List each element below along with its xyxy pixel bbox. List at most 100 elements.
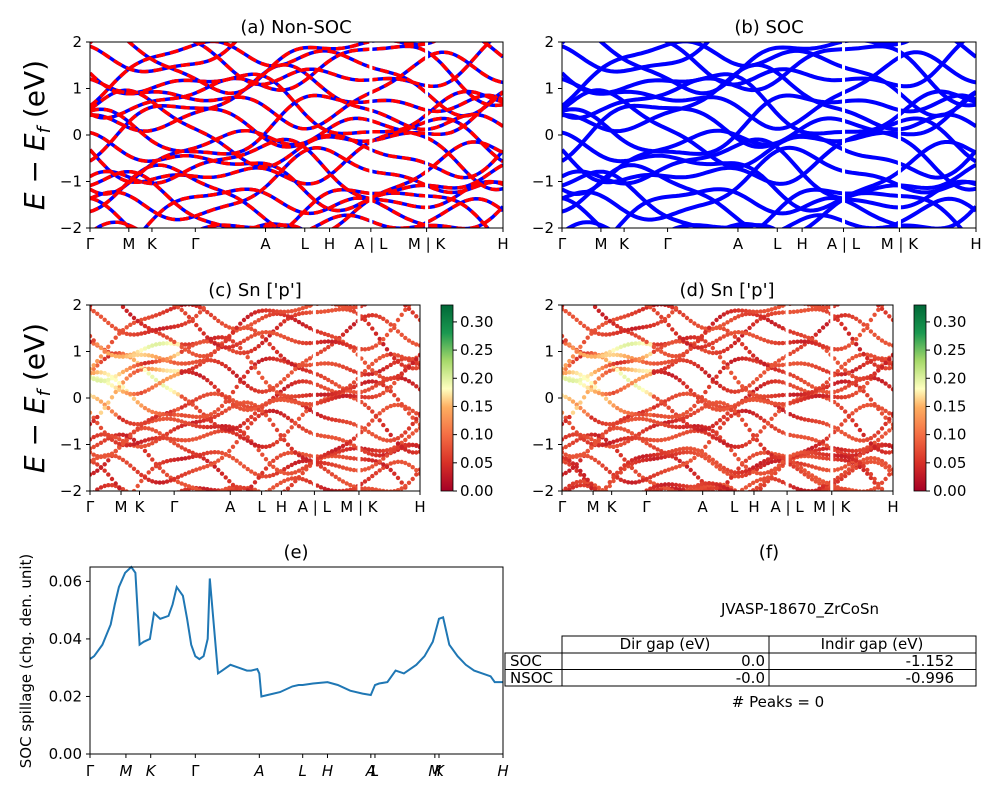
panel-c-point — [377, 453, 382, 458]
panel-c-point — [128, 353, 133, 359]
panel-c-point — [308, 287, 312, 291]
panel-c-point — [399, 480, 404, 485]
panel-d-point — [706, 342, 712, 347]
panel-d-point — [666, 405, 671, 410]
panel-c-point — [95, 284, 99, 288]
panel-c-point — [366, 364, 371, 369]
panel-c-point — [150, 441, 155, 446]
panel-c-point — [378, 525, 382, 529]
panel-d-point — [780, 407, 785, 413]
panel-a-band-1 — [90, 196, 503, 228]
panel-d-xtick-label: H — [748, 498, 759, 516]
panel-c-point — [139, 289, 143, 293]
panel-d-point — [843, 409, 848, 414]
panel-d-point — [673, 393, 679, 398]
panel-d-point — [633, 469, 638, 474]
panel-d-point — [795, 347, 800, 352]
panel-d-point — [850, 340, 855, 345]
panel-c-point — [307, 340, 313, 346]
panel-c-point — [340, 488, 346, 491]
panel-c-point — [216, 318, 221, 324]
panel-c-point — [161, 498, 165, 502]
panel-d-point — [791, 485, 796, 490]
panel-d-point — [692, 361, 697, 367]
panel-c-point — [370, 493, 374, 497]
panel-d-point — [769, 319, 774, 325]
panel-d-point — [755, 531, 759, 535]
panel-d-point — [798, 344, 804, 350]
panel-d-point — [857, 388, 863, 393]
panel-d-point — [846, 331, 852, 336]
panel-d-point — [861, 467, 866, 473]
panel-a-band-17 — [90, 44, 503, 120]
panel-c-point — [399, 433, 404, 438]
panel-c-point — [351, 322, 357, 327]
panel-d-point — [622, 353, 627, 359]
panel-d-ytick-label: 0 — [544, 389, 554, 407]
panel-c-point — [403, 356, 408, 361]
panel-c-point — [267, 333, 272, 338]
panel-d-point — [743, 398, 749, 404]
panel-d-point — [659, 319, 664, 324]
panel-d-point — [563, 394, 568, 400]
panel-c-point — [260, 404, 265, 410]
panel-d-point — [773, 401, 778, 406]
panel-d-point — [563, 309, 568, 314]
panel-e-ytick-label: 0.00 — [49, 745, 82, 763]
panel-d-point — [880, 518, 884, 522]
panel-d-point — [850, 521, 854, 525]
panel-d-point — [865, 507, 869, 511]
panel-c-point — [98, 454, 104, 460]
panel-d-point — [670, 488, 675, 491]
panel-d-point — [562, 437, 565, 442]
panel-d-point — [644, 324, 649, 329]
panel-c-point — [245, 355, 250, 360]
panel-c-point — [370, 394, 375, 400]
panel-c-point — [175, 407, 181, 412]
panel-c-point — [406, 338, 412, 343]
panel-c-point — [377, 392, 382, 398]
panel-c-point — [219, 488, 225, 491]
panel-d-point — [563, 370, 568, 376]
panel-d-point — [883, 340, 888, 345]
panel-d-point — [828, 535, 832, 539]
panel-c-point — [293, 400, 298, 405]
panel-d-point — [640, 307, 646, 312]
panel-c-point — [307, 362, 313, 368]
panel-c-point — [164, 325, 170, 330]
panel-d-point — [762, 382, 767, 387]
panel-c-point — [362, 479, 368, 484]
panel-c-point — [388, 351, 393, 357]
panel-d-point — [600, 391, 605, 397]
panel-d-point — [762, 532, 766, 536]
panel-d-point — [758, 314, 763, 319]
panel-d-point — [733, 493, 737, 497]
panel-d-point — [611, 348, 616, 353]
panel-c-point — [113, 412, 118, 417]
panel-d-point — [575, 513, 579, 517]
panel-d-point — [710, 434, 715, 439]
panel-c-point — [142, 352, 148, 358]
panel-c-point — [135, 426, 140, 431]
panel-d-point — [765, 470, 771, 475]
panel-d-point — [876, 430, 881, 435]
panel-c-point — [307, 458, 313, 463]
panel-c-point — [326, 461, 331, 466]
panel-d-point — [843, 473, 848, 479]
panel-c-point — [406, 305, 412, 308]
panel-d-point — [758, 442, 763, 447]
panel-d-point — [758, 359, 763, 364]
panel-d-point — [865, 402, 870, 408]
panel-c-point — [388, 389, 393, 394]
panel-d-point — [637, 455, 642, 460]
panel-c-point — [150, 314, 155, 319]
panel-c-point — [249, 326, 254, 332]
panel-d-point — [843, 326, 848, 331]
panel-c-point — [124, 325, 129, 330]
panel-d-point — [673, 339, 679, 344]
panel-d-point — [732, 340, 738, 346]
panel-d-point — [629, 358, 635, 364]
panel-c-point — [367, 531, 371, 535]
panel-d-point — [626, 429, 631, 434]
panel-c-point — [190, 360, 195, 365]
